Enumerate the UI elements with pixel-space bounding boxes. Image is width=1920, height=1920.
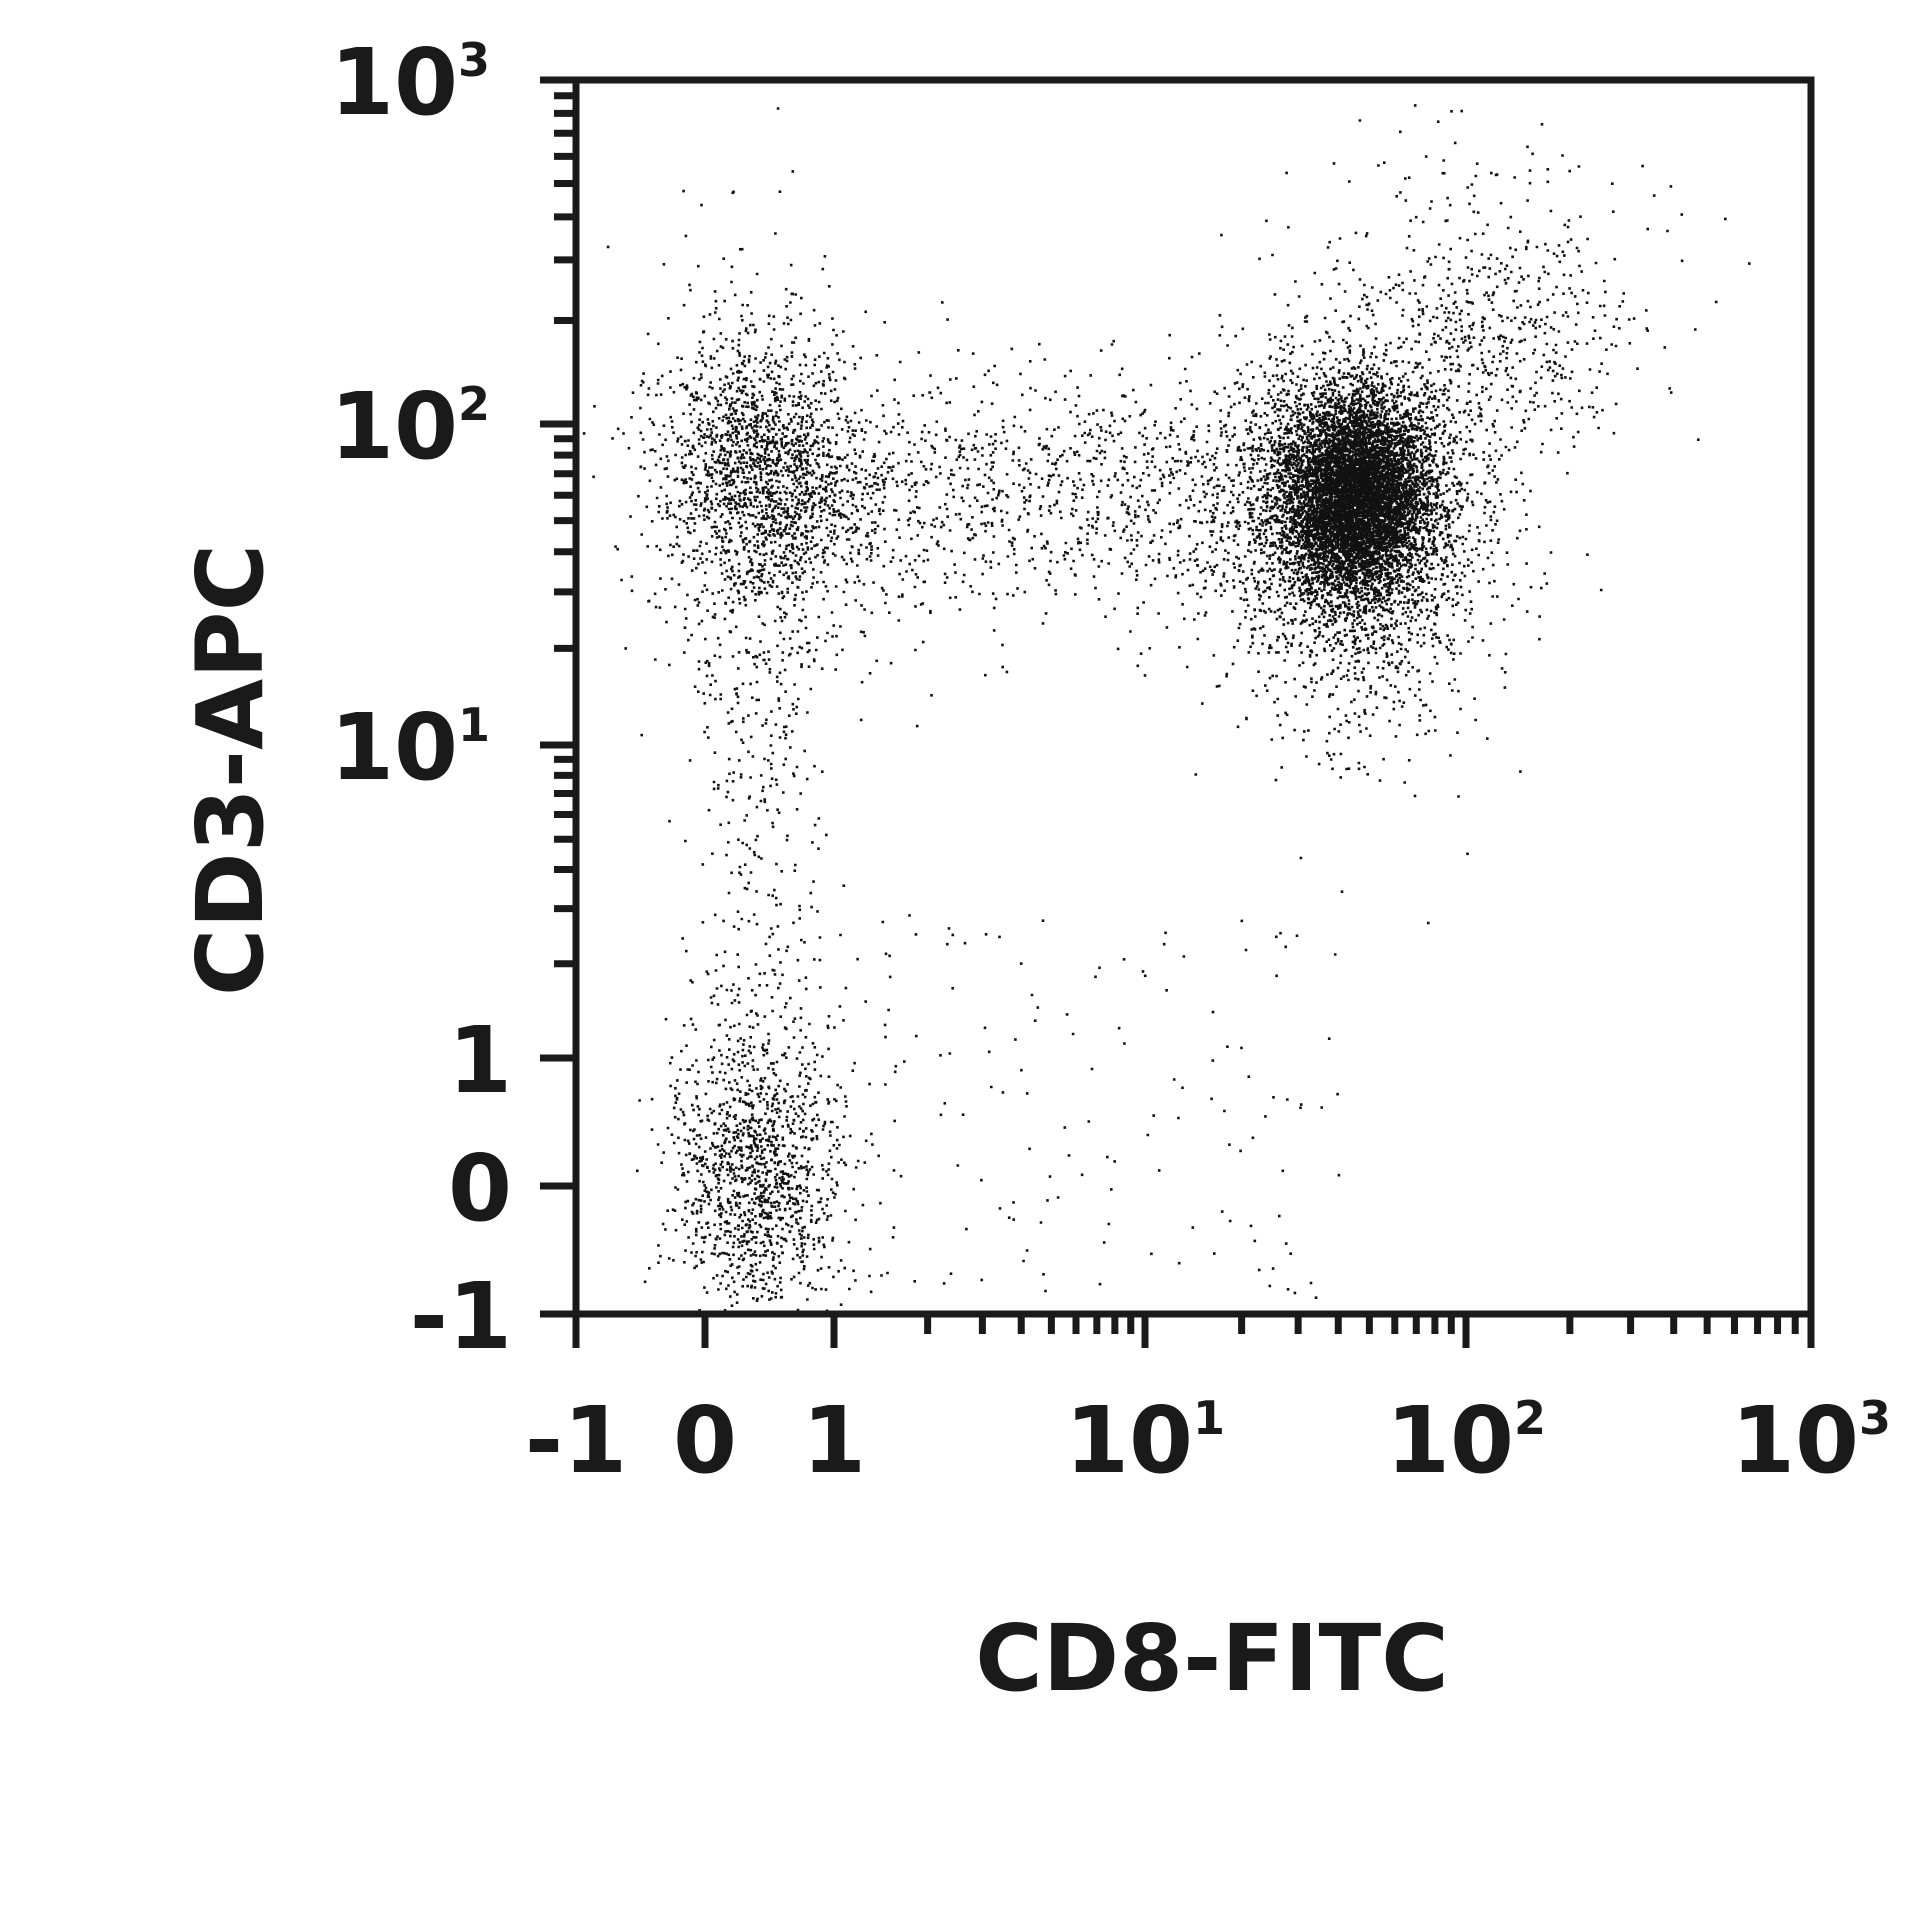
y-tick-base: 1 (448, 1007, 512, 1114)
x-tick-base: 0 (673, 1387, 737, 1494)
y-tick-label: 101 (330, 694, 490, 801)
x-tick-label: 101 (1065, 1387, 1225, 1494)
x-tick-base: -1 (525, 1387, 627, 1494)
x-tick-label: 1 (802, 1387, 866, 1494)
y-tick-label: -1 (410, 1263, 512, 1370)
y-tick-exponent: 3 (458, 33, 490, 87)
plot-frame (572, 76, 1815, 1318)
y-tick-base: 0 (448, 1135, 512, 1242)
y-tick-base: 10 (330, 373, 458, 480)
x-tick-label: 102 (1386, 1387, 1546, 1494)
y-tick-label: 102 (330, 373, 490, 480)
y-tick-label: 103 (330, 29, 490, 136)
y-tick-base: -1 (410, 1263, 512, 1370)
scatter-points (582, 104, 1751, 1313)
y-tick-label: 0 (448, 1135, 512, 1242)
x-tick-base: 10 (1731, 1387, 1859, 1494)
y-tick-exponent: 2 (458, 377, 490, 431)
y-tick-label: 1 (448, 1007, 512, 1114)
y-tick-base: 10 (330, 694, 458, 801)
y-tick-base: 10 (330, 29, 458, 136)
x-tick-exponent: 1 (1193, 1391, 1225, 1445)
x-tick-base: 1 (802, 1387, 866, 1494)
x-tick-exponent: 3 (1859, 1391, 1891, 1445)
x-tick-label: -1 (525, 1387, 627, 1494)
x-tick-base: 10 (1386, 1387, 1514, 1494)
x-tick-label: 103 (1731, 1387, 1891, 1494)
y-axis-title: CD3-APC (177, 544, 284, 996)
x-axis-title: CD8-FITC (975, 1605, 1448, 1712)
x-tick-label: 0 (673, 1387, 737, 1494)
y-tick-exponent: 1 (458, 698, 490, 752)
x-tick-exponent: 2 (1514, 1391, 1546, 1445)
cell-events (582, 104, 1751, 1313)
plot-axes (540, 76, 1815, 1348)
x-tick-base: 10 (1065, 1387, 1193, 1494)
